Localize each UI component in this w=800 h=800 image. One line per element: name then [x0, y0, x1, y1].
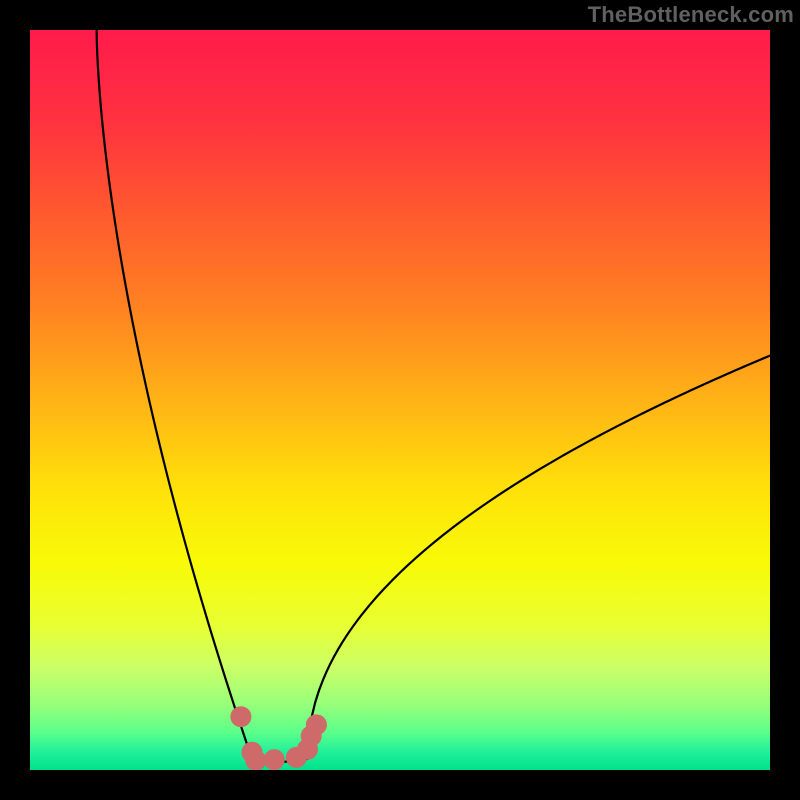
marker-dot [306, 715, 326, 735]
plot-svg [30, 30, 770, 770]
watermark-text: TheBottleneck.com [588, 2, 794, 28]
plot-background [30, 30, 770, 770]
chart-container: TheBottleneck.com [0, 0, 800, 800]
plot-area [30, 30, 770, 770]
marker-dot [231, 707, 251, 727]
marker-dot [264, 750, 284, 770]
marker-dot [246, 750, 266, 770]
